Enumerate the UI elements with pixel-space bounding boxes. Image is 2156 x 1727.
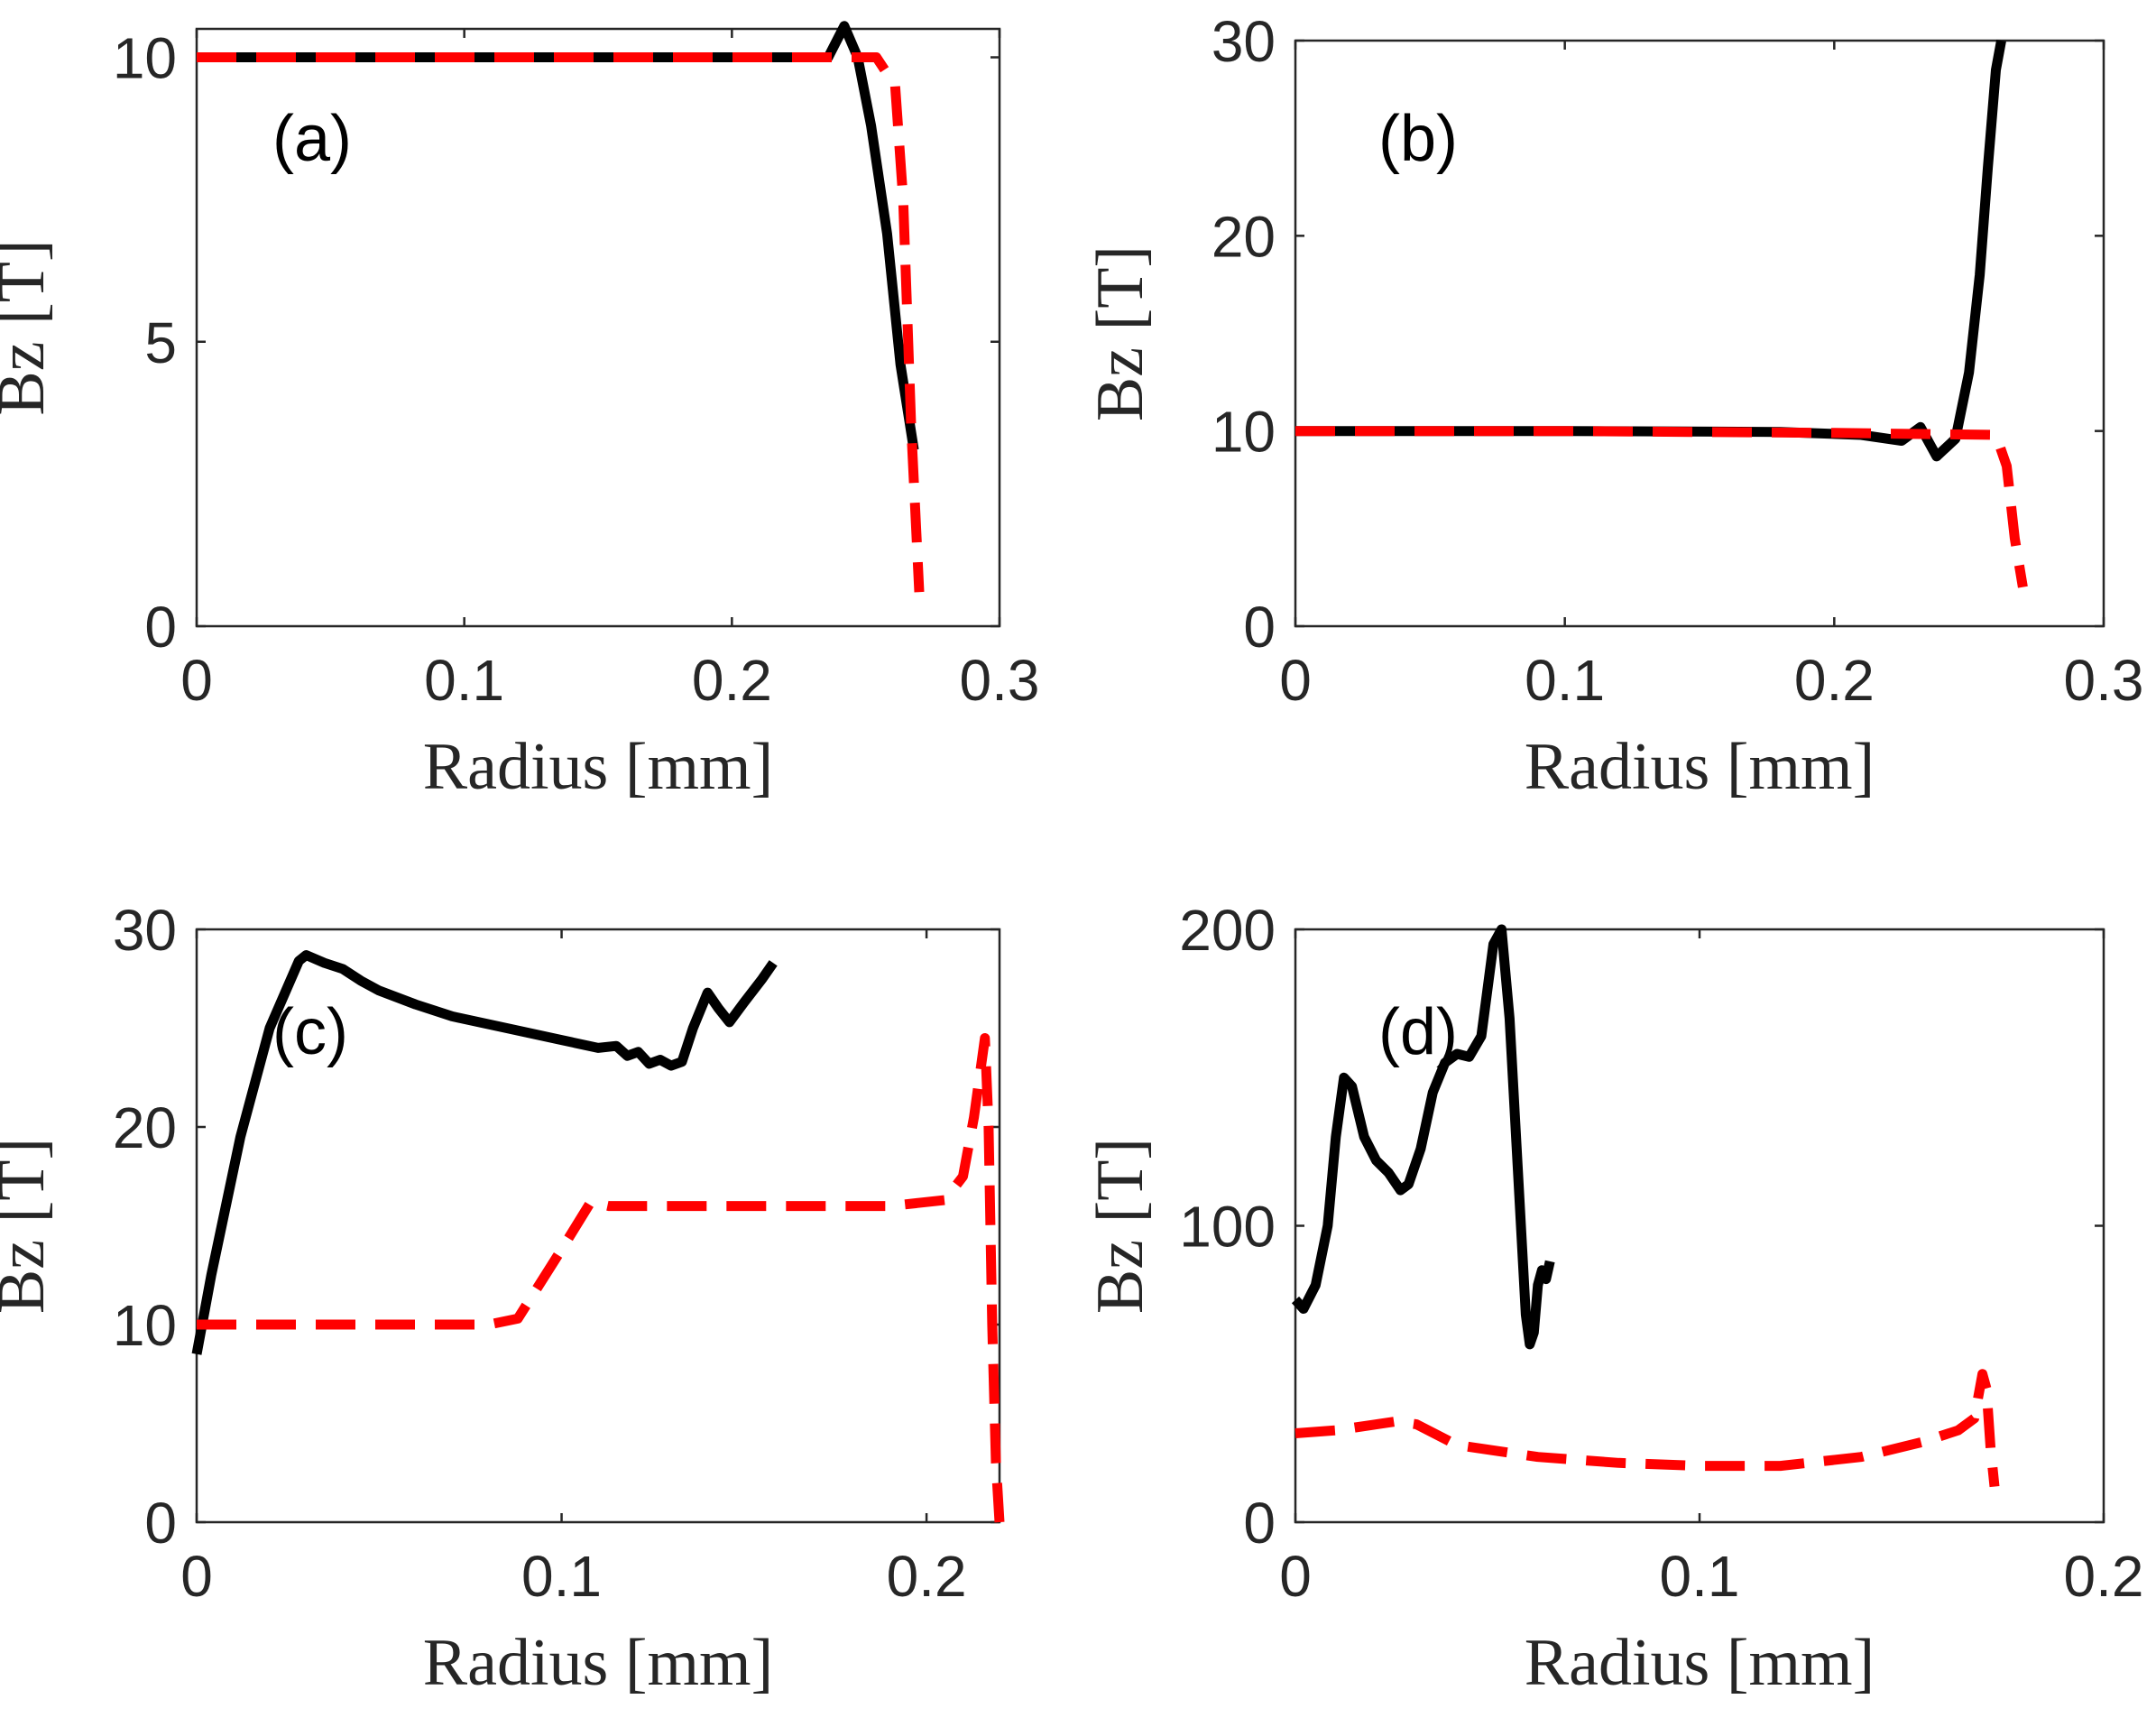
y-axis-label: Bz [T] bbox=[1083, 1138, 1157, 1314]
y-tick-label: 20 bbox=[1212, 204, 1276, 269]
y-tick-label: 0 bbox=[1243, 1491, 1276, 1556]
chart-panel: 0 0.1 0.2 0.3 0 10 20 30 Radius [mm] Bz [T] (b) bbox=[1083, 9, 2143, 804]
y-tick-label: 30 bbox=[113, 898, 177, 963]
series-dashed-line bbox=[197, 52, 925, 593]
x-tick-label: 0.3 bbox=[2064, 648, 2144, 713]
x-tick-label: 0.1 bbox=[1525, 648, 1605, 713]
axes-frame bbox=[195, 27, 1001, 628]
y-tick-label: 10 bbox=[113, 26, 177, 91]
x-axis-label: Radius [mm] bbox=[1525, 1626, 1875, 1700]
series-solid-line bbox=[191, 950, 778, 1355]
x-tick-label: 0 bbox=[180, 648, 213, 713]
series-dashed-line bbox=[197, 1033, 1005, 1523]
y-axis-label: Bz [T] bbox=[1083, 245, 1157, 421]
y-tick-label: 0 bbox=[144, 1491, 177, 1556]
panel-label: (b) bbox=[1378, 103, 1458, 175]
series-solid-line bbox=[1291, 924, 1555, 1350]
panel-label: (d) bbox=[1378, 996, 1458, 1068]
x-tick-label: 0.1 bbox=[1660, 1544, 1740, 1609]
x-tick-label: 0.2 bbox=[1794, 648, 1875, 713]
y-tick-label: 100 bbox=[1179, 1195, 1276, 1260]
chart-panel: 0 0.1 0.2 0.3 0 5 10 Radius [mm] Bz [T] (a) bbox=[0, 21, 1040, 804]
y-tick-label: 0 bbox=[1243, 595, 1276, 660]
x-axis-label: Radius [mm] bbox=[423, 1626, 773, 1700]
x-tick-label: 0 bbox=[1279, 1544, 1312, 1609]
x-tick-label: 0.2 bbox=[692, 648, 772, 713]
axes-frame bbox=[1294, 39, 2105, 628]
y-tick-label: 10 bbox=[113, 1293, 177, 1358]
x-tick-label: 0.1 bbox=[521, 1544, 602, 1609]
chart-panel: 0 0.1 0.2 0 10 20 30 Radius [mm] Bz [T] (c) bbox=[0, 898, 1005, 1700]
y-tick-label: 0 bbox=[144, 595, 177, 660]
series-dashed-line bbox=[1295, 1369, 2000, 1488]
axes-frame bbox=[195, 928, 1001, 1524]
x-tick-label: 0.2 bbox=[887, 1544, 967, 1609]
y-tick-label: 200 bbox=[1179, 898, 1276, 963]
y-axis-label: Bz [T] bbox=[0, 239, 59, 415]
chart-panel: 0 0.1 0.2 0 100 200 Radius [mm] Bz [T] (d) bbox=[1083, 898, 2143, 1700]
series-solid-line bbox=[197, 21, 919, 451]
x-tick-label: 0 bbox=[180, 1544, 213, 1609]
x-tick-label: 0.1 bbox=[424, 648, 504, 713]
panel-label: (a) bbox=[272, 103, 352, 175]
y-axis-label: Bz [T] bbox=[0, 1138, 59, 1314]
x-axis-label: Radius [mm] bbox=[423, 730, 773, 804]
series-dashed-line bbox=[1295, 426, 2028, 588]
panel-label: (c) bbox=[272, 996, 348, 1068]
x-tick-label: 0 bbox=[1279, 648, 1312, 713]
x-tick-label: 0.2 bbox=[2064, 1544, 2144, 1609]
x-tick-label: 0.3 bbox=[960, 648, 1040, 713]
y-tick-label: 20 bbox=[113, 1095, 177, 1160]
y-tick-label: 30 bbox=[1212, 9, 1276, 74]
y-tick-label: 10 bbox=[1212, 400, 1276, 465]
y-tick-label: 5 bbox=[144, 310, 177, 375]
x-axis-label: Radius [mm] bbox=[1525, 730, 1875, 804]
